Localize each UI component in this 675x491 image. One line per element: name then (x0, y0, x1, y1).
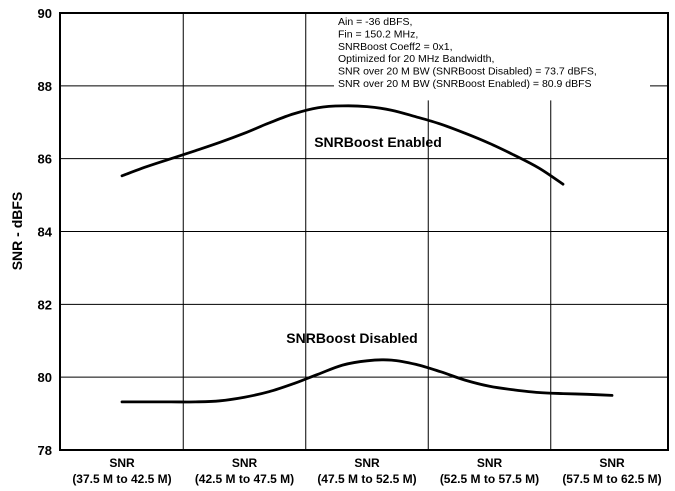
annotation-background (334, 14, 650, 101)
x-category-label: SNR (232, 456, 258, 470)
x-category-range: (42.5 M to 47.5 M) (195, 472, 294, 486)
x-category-range: (52.5 M to 57.5 M) (440, 472, 539, 486)
y-tick-label: 80 (38, 370, 52, 385)
annotation-line: SNR over 20 M BW (SNRBoost Disabled) = 7… (338, 66, 597, 78)
annotation-line: Optimized for 20 MHz Bandwidth, (338, 53, 494, 65)
y-axis-label: SNR - dBFS (9, 192, 25, 271)
series-label-enabled: SNRBoost Enabled (314, 134, 442, 150)
y-tick-label: 86 (38, 152, 52, 167)
y-tick-label: 78 (38, 443, 52, 458)
x-category-labels: SNR (37.5 M to 42.5 M) SNR (42.5 M to 47.5 … (72, 456, 661, 486)
x-category-range: (57.5 M to 62.5 M) (562, 472, 661, 486)
series-line-snrboost-disabled (120, 358, 614, 404)
annotation-box: Ain = -36 dBFS,Fin = 150.2 MHz,SNRBoost … (334, 14, 650, 101)
y-tick-label: 84 (38, 225, 53, 240)
annotation-line: Ain = -36 dBFS, (338, 16, 412, 28)
x-category-range: (37.5 M to 42.5 M) (72, 472, 171, 486)
y-tick-label: 82 (38, 297, 52, 312)
x-category-range: (47.5 M to 52.5 M) (317, 472, 416, 486)
annotation-line: SNRBoost Coeff2 = 0x1, (338, 41, 453, 53)
annotation-line: Fin = 150.2 MHz, (338, 28, 418, 40)
y-tick-label: 88 (38, 79, 52, 94)
series-label-disabled: SNRBoost Disabled (286, 330, 417, 346)
plot-frame (59, 12, 669, 451)
series-lines (120, 104, 614, 404)
x-category-label: SNR (109, 456, 135, 470)
x-category-label: SNR (354, 456, 380, 470)
y-tick-labels: 78 80 82 84 86 88 90 (38, 6, 53, 458)
y-tick-label: 90 (38, 6, 52, 21)
x-category-label: SNR (599, 456, 625, 470)
series-line-snrboost-enabled (120, 104, 565, 186)
annotation-line: SNR over 20 M BW (SNRBoost Enabled) = 80… (338, 78, 592, 90)
x-category-label: SNR (477, 456, 503, 470)
